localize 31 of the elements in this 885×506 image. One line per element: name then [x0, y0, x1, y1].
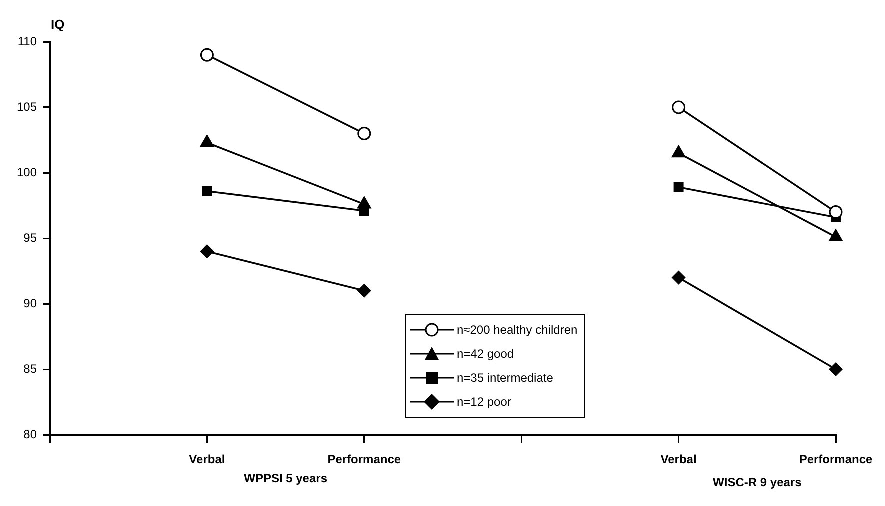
- text: WISC-R 9 years: [713, 475, 802, 490]
- y-tick-label: 110: [18, 34, 38, 48]
- y-tick-label: 85: [24, 362, 38, 376]
- x-tick-label: Verbal: [189, 452, 226, 467]
- y-tick-label: 95: [24, 230, 38, 245]
- point: [829, 362, 843, 376]
- point: [672, 271, 686, 285]
- legend-label: n≈200 healthy children: [457, 323, 578, 337]
- legend-label: n=42 good: [457, 347, 514, 361]
- point: [200, 244, 214, 258]
- point: [672, 146, 686, 158]
- point: [358, 284, 372, 298]
- point: [672, 100, 686, 114]
- x-tick-label: Performance: [799, 452, 874, 467]
- legend-label: n=12 poor: [457, 395, 512, 409]
- point: [358, 196, 372, 209]
- point: [829, 206, 843, 220]
- point: [358, 126, 372, 140]
- y-tick-label: 105: [16, 100, 38, 114]
- x-tick-label: Performance: [328, 452, 402, 467]
- legend-label: n=35 intermediate: [457, 371, 554, 385]
- y-tick-label: 90: [24, 296, 38, 310]
- point: [200, 135, 214, 148]
- y-tick-label: 100: [16, 165, 38, 180]
- point: [200, 48, 214, 62]
- text: WPPSI 5 years: [244, 471, 328, 486]
- x-tick-label: Verbal: [660, 452, 697, 467]
- point: [202, 186, 212, 196]
- y-axis-title: IQ: [51, 17, 65, 32]
- y-tick-label: 80: [24, 427, 38, 442]
- point: [674, 182, 684, 192]
